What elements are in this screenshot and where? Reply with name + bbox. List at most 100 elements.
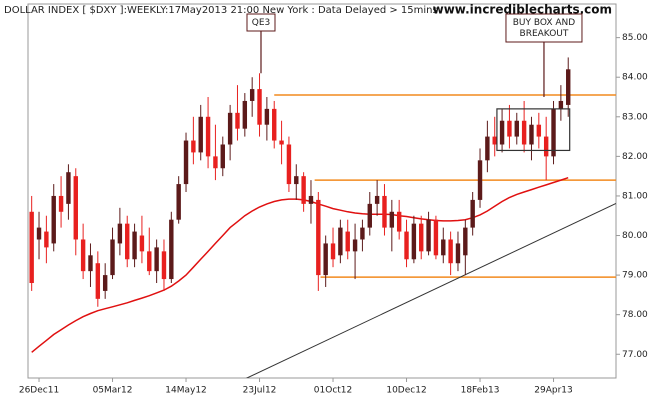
candle-body	[411, 223, 417, 260]
candle-body	[330, 243, 336, 260]
candle-body	[396, 211, 402, 232]
candle-body	[169, 219, 174, 280]
trend-line	[245, 203, 616, 378]
candle-body	[521, 120, 527, 145]
candle-body	[404, 231, 409, 260]
candle-body	[73, 176, 78, 240]
candle-body	[139, 235, 145, 252]
plot	[29, 57, 616, 378]
candle-body	[529, 124, 534, 145]
candle-body	[117, 223, 123, 244]
candle-body	[389, 211, 395, 228]
candle-body	[272, 108, 277, 141]
candle-body	[205, 116, 211, 157]
candle-body	[551, 108, 556, 157]
candle-body	[507, 120, 512, 137]
candle-body	[183, 140, 189, 185]
candle-body	[88, 255, 93, 272]
candle-body	[477, 160, 483, 200]
candle-body	[44, 231, 49, 248]
y-tick-label: 84.00	[622, 73, 648, 83]
y-tick-label: 80.00	[622, 231, 648, 241]
candle-body	[543, 136, 549, 157]
candle-body	[499, 120, 505, 145]
candle-body	[301, 176, 306, 204]
annotation-text: BUY BOX AND	[513, 18, 576, 28]
candle-body	[382, 195, 387, 228]
annotation-box	[505, 13, 583, 43]
candle-body	[220, 144, 225, 169]
candle-body	[426, 219, 431, 252]
candle-body	[235, 112, 240, 129]
candle-body	[257, 89, 262, 125]
candle-body	[485, 136, 490, 161]
candle-body	[125, 223, 130, 260]
candle-body	[536, 124, 542, 137]
candle-body	[198, 116, 203, 153]
candle-body	[102, 275, 108, 291]
y-tick-label: 79.00	[622, 271, 648, 281]
candle-body	[176, 184, 181, 220]
x-tick-label: 01Oct12	[314, 386, 352, 396]
watermark: www.incrediblecharts.com	[433, 3, 612, 17]
x-tick-label: 23Jul12	[243, 386, 277, 396]
y-tick-label: 82.00	[622, 152, 648, 162]
candle-body	[374, 195, 380, 204]
candle-body	[147, 251, 152, 272]
candle-body	[433, 219, 439, 256]
candle-body	[227, 112, 233, 145]
candle-body	[470, 199, 475, 228]
x-tick-label: 05Mar12	[93, 386, 133, 396]
candle-body	[294, 176, 299, 185]
x-tick-label: 26Dec11	[19, 386, 59, 396]
buy-box	[496, 108, 571, 152]
candle-body	[110, 239, 115, 276]
candle-body	[58, 195, 64, 212]
candle-body	[36, 227, 42, 240]
candle-body	[316, 199, 321, 276]
annotation-box	[246, 13, 276, 32]
candle-body	[345, 231, 350, 252]
x-tick-label: 14May12	[165, 386, 207, 396]
candle-body	[213, 156, 218, 169]
chart-title: DOLLAR INDEX [ $DXY ]:WEEKLY:17May2013 2…	[4, 5, 438, 16]
candle-body	[323, 243, 328, 276]
candle-body	[80, 239, 86, 272]
x-tick-label: 10Dec12	[386, 386, 426, 396]
y-tick-label: 85.00	[622, 33, 648, 43]
candle-body	[242, 100, 248, 129]
candle-body	[514, 120, 519, 137]
candle-body	[360, 227, 365, 240]
candle-body	[95, 263, 101, 299]
candle-body	[264, 108, 270, 125]
candle-body	[286, 144, 292, 185]
candle-body	[558, 100, 564, 109]
candle-body	[29, 211, 34, 284]
candle-body	[279, 140, 284, 145]
candle-body	[154, 247, 159, 272]
candle-body	[308, 195, 314, 204]
x-tick-label: 18Feb13	[461, 386, 500, 396]
candle-body	[352, 239, 358, 252]
x-tick-label: 29Apr13	[534, 386, 572, 396]
plot-area	[27, 3, 617, 379]
y-tick-label: 77.00	[622, 350, 648, 360]
candle-body	[441, 239, 446, 256]
candle-body	[448, 239, 453, 264]
candle-body	[455, 243, 461, 264]
annotation-text: BREAKOUT	[520, 29, 569, 39]
annotation-text: QE3	[252, 18, 271, 28]
candle-body	[419, 223, 424, 252]
y-tick-label: 81.00	[622, 191, 648, 201]
candle-body	[492, 136, 497, 145]
candle-body	[338, 227, 343, 256]
candle-body	[132, 231, 137, 260]
candle-body	[249, 89, 255, 101]
moving-average	[31, 176, 569, 353]
candle-body	[66, 172, 71, 204]
y-tick-label: 83.00	[622, 112, 648, 122]
candle-body	[566, 69, 571, 105]
candle-body	[191, 140, 196, 153]
candle-body	[161, 251, 167, 280]
